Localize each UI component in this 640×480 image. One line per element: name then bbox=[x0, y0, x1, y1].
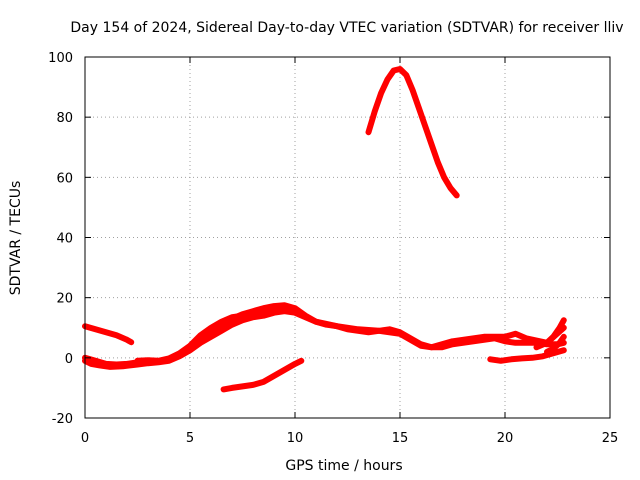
series-segment-8 bbox=[533, 317, 567, 351]
chart-title: Day 154 of 2024, Sidereal Day-to-day VTE… bbox=[70, 20, 623, 36]
x-tick-label: 15 bbox=[392, 431, 409, 446]
series-segment-7 bbox=[487, 347, 567, 364]
series-segment-3 bbox=[82, 302, 567, 368]
series-segment-6 bbox=[365, 66, 460, 199]
y-tick-label: 20 bbox=[56, 292, 73, 307]
x-tick-label: 5 bbox=[186, 431, 194, 446]
x-tick-label: 10 bbox=[287, 431, 304, 446]
x-tick-label: 25 bbox=[602, 431, 619, 446]
y-tick-label: 40 bbox=[56, 232, 73, 247]
y-tick-label: -20 bbox=[52, 412, 73, 427]
series-segment-9 bbox=[544, 333, 567, 355]
series-segment-4 bbox=[134, 306, 298, 364]
y-tick-label: 80 bbox=[56, 111, 73, 126]
x-tick-label: 0 bbox=[81, 431, 89, 446]
y-tick-label: 0 bbox=[65, 352, 73, 367]
y-tick-label: 60 bbox=[56, 171, 73, 186]
series-segment-1 bbox=[82, 323, 135, 346]
x-axis-label: GPS time / hours bbox=[285, 458, 402, 474]
x-tick-label: 20 bbox=[497, 431, 514, 446]
tick-layer: 0 5 10 15 20 25 -20 0 20 40 60 80 100 bbox=[48, 51, 618, 446]
series-layer bbox=[82, 66, 567, 393]
y-tick-label: 100 bbox=[48, 51, 73, 66]
series-segment-5 bbox=[220, 357, 305, 393]
y-axis-label: SDTVAR / TECUs bbox=[8, 181, 24, 296]
